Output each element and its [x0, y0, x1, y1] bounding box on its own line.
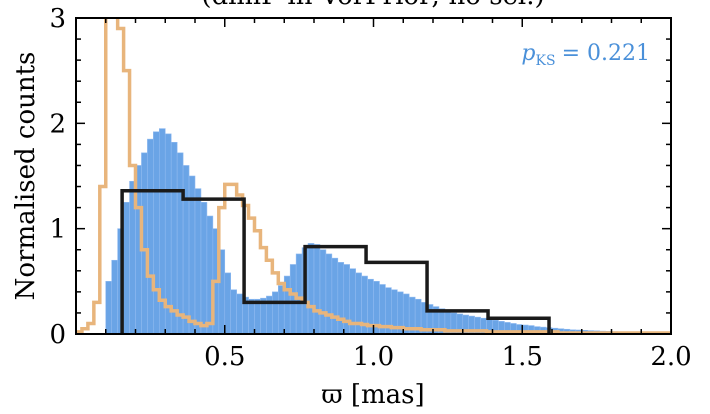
ks-value: = 0.221 [562, 41, 650, 66]
y-tick-label: 1 [49, 215, 66, 245]
blue-bar [236, 293, 243, 334]
axis-ticks: 0.5 1.0 1.5 2.0 0 1 2 3 [49, 4, 691, 372]
y-tick-label: 0 [49, 320, 66, 350]
orange-step-histogram-line [76, 18, 671, 334]
ks-subscript: KS [536, 53, 556, 69]
x-tick-label: 1.5 [502, 342, 543, 372]
blue-bar [176, 152, 184, 334]
blue-bar [230, 289, 237, 334]
blue-bar [254, 298, 261, 334]
blue-bar [307, 243, 315, 334]
blue-bar [194, 188, 202, 334]
blue-bar [248, 298, 255, 334]
blue-bar [337, 262, 345, 334]
y-tick-label: 2 [49, 109, 66, 139]
x-tick-label: 1.0 [353, 342, 394, 372]
ks-p-label: p [521, 41, 535, 66]
x-tick-label: 0.5 [204, 342, 245, 372]
blue-bar [105, 281, 112, 334]
blue-histogram-bars [105, 128, 642, 334]
blue-bar [147, 138, 154, 334]
x-tick-label: 2.0 [650, 342, 691, 372]
blue-bar [123, 202, 130, 334]
ks-annotation: pKS = 0.221 [521, 41, 650, 69]
blue-bar [313, 244, 321, 334]
x-axis-label: ϖ [mas] [321, 380, 424, 410]
blue-bar [272, 291, 279, 334]
blue-bar [224, 272, 231, 334]
blue-bar [331, 257, 339, 334]
blue-bar [325, 253, 333, 334]
chart-title: (dimF in VorPrior; no sel.) [201, 0, 544, 11]
black-step-histogram-line [120, 188, 551, 334]
blue-bar [153, 131, 160, 334]
y-axis-label: Normalised counts [11, 52, 41, 301]
blue-bar [111, 259, 118, 334]
blue-bar [200, 202, 208, 334]
step-histograms [76, 18, 671, 334]
blue-bar [277, 285, 285, 334]
y-tick-label: 3 [49, 4, 66, 34]
blue-bar [319, 249, 327, 334]
